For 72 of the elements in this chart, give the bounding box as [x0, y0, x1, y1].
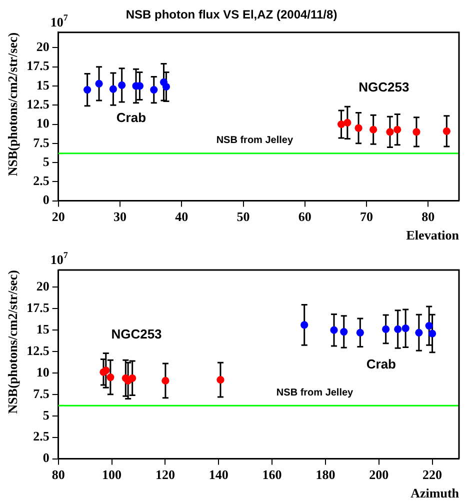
point: [330, 326, 338, 334]
series-label: NGC253: [111, 326, 162, 342]
point: [109, 85, 118, 93]
y-tick-label: 7.5: [33, 386, 50, 401]
point: [402, 324, 410, 332]
point: [162, 82, 170, 91]
point: [412, 128, 420, 136]
y-tick-label: 20: [36, 278, 50, 294]
x-axis-title: Azimuth: [410, 486, 460, 501]
y-tick-label: 12.5: [26, 342, 50, 358]
point: [442, 127, 450, 135]
series-label: Crab: [366, 356, 396, 372]
point: [216, 376, 224, 384]
point: [300, 321, 308, 329]
point: [162, 376, 170, 385]
y-tick-label: 7.5: [33, 134, 50, 150]
series-label: Crab: [116, 110, 146, 125]
x-tick-label: 120: [155, 466, 175, 482]
x-tick-label: 40: [175, 208, 188, 224]
point: [102, 366, 110, 374]
y-tick-label: 20: [36, 39, 50, 54]
text: NGC253: [358, 80, 410, 95]
y-tick-label: 0: [42, 192, 50, 208]
y-tick-label: 5: [42, 154, 50, 169]
chart-title: NSB photon flux VS El,AZ (2004/11/8): [126, 8, 338, 22]
y-tick-label: 2.5: [33, 428, 50, 444]
y-tick-label: 17.5: [26, 58, 50, 74]
x-tick-label: 180: [316, 466, 336, 482]
y-tick-label: 5: [42, 407, 50, 422]
point: [394, 325, 402, 334]
point: [344, 118, 352, 127]
x-tick-label: 160: [262, 466, 282, 482]
y-tick-label: 0: [42, 450, 50, 466]
point: [415, 328, 423, 336]
point: [95, 80, 103, 88]
point: [128, 374, 136, 382]
x-tick-label: 60: [298, 208, 312, 224]
y-axis-title: NSB(photons/cm2/str/sec): [5, 32, 20, 176]
y-tick-label: 17.5: [26, 300, 50, 315]
x-tick-label: 30: [113, 208, 126, 224]
point: [370, 126, 378, 134]
point: [337, 120, 346, 128]
x-tick-label: 80: [52, 466, 65, 482]
ref-line-label: NSB from Jelley: [216, 135, 294, 146]
point: [106, 373, 114, 382]
point: [356, 328, 364, 336]
point: [118, 81, 126, 90]
x-tick-label: 100: [102, 466, 122, 482]
y-tick-label: 10: [36, 116, 50, 131]
x-tick-label: 140: [208, 466, 228, 482]
point: [150, 86, 158, 94]
point: [84, 86, 92, 94]
x-axis-title: Elevation: [406, 228, 460, 243]
y-tick-label: 15: [36, 321, 50, 336]
x-tick-label: 220: [422, 466, 442, 482]
y-tick-label: 2.5: [33, 173, 50, 188]
x-tick-label: 80: [422, 208, 435, 224]
y-tick-label: 10: [36, 364, 50, 380]
ref-line-label: NSB from Jelley: [276, 387, 354, 398]
point: [386, 128, 394, 136]
point: [428, 330, 436, 338]
point: [340, 328, 348, 336]
x-tick-label: 50: [236, 208, 250, 224]
y-tick-label: 15: [36, 77, 50, 92]
y-tick-label: 12.5: [26, 96, 50, 112]
point: [425, 322, 433, 330]
x-tick-label: 200: [369, 466, 389, 482]
y-axis-title: NSB(photons/cm2/str/sec): [5, 270, 20, 414]
point: [394, 126, 402, 134]
x-tick-label: 70: [360, 208, 374, 224]
point: [354, 124, 362, 132]
point: [382, 325, 390, 334]
